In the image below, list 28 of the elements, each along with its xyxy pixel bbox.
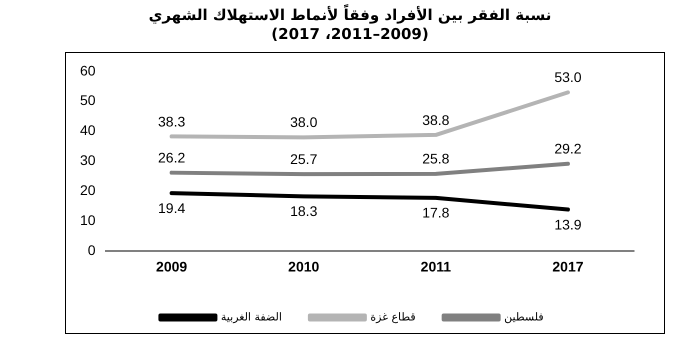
legend-label: الضفة الغربية [220, 310, 282, 324]
data-label: 18.3 [290, 203, 318, 220]
data-label: 25.8 [422, 150, 450, 167]
x-tick-label: 2011 [420, 258, 452, 274]
data-label: 17.8 [422, 204, 450, 221]
legend-label: فلسطين [504, 310, 544, 324]
data-label: 29.2 [554, 140, 582, 157]
y-tick-label: 40 [80, 122, 96, 138]
x-tick-label: 2010 [288, 258, 320, 274]
data-label: 38.0 [290, 114, 318, 130]
y-tick-label: 50 [80, 92, 96, 108]
data-label: 13.9 [554, 216, 582, 232]
data-label: 19.4 [158, 200, 186, 216]
data-label: 38.3 [158, 113, 186, 130]
y-tick-label: 0 [88, 242, 96, 258]
y-tick-label: 60 [80, 62, 96, 78]
y-tick-label: 30 [80, 152, 96, 168]
chart-subtitle: (2009–2011، 2017) [270, 25, 430, 44]
data-label: 53.0 [554, 69, 582, 86]
data-label: 26.2 [158, 150, 186, 166]
x-tick-label: 2017 [552, 258, 584, 274]
data-label: 25.7 [290, 151, 318, 168]
y-tick-label: 10 [80, 212, 96, 228]
data-label: 38.8 [422, 112, 450, 128]
x-tick-label: 2009 [156, 258, 188, 274]
y-tick-label: 20 [80, 182, 96, 198]
chart-title: نسبة الفقر بين الأفراد وفقاً لأنماط الاستهلاك الشهري [148, 6, 552, 25]
legend-label: قطاع غزة [370, 310, 416, 324]
